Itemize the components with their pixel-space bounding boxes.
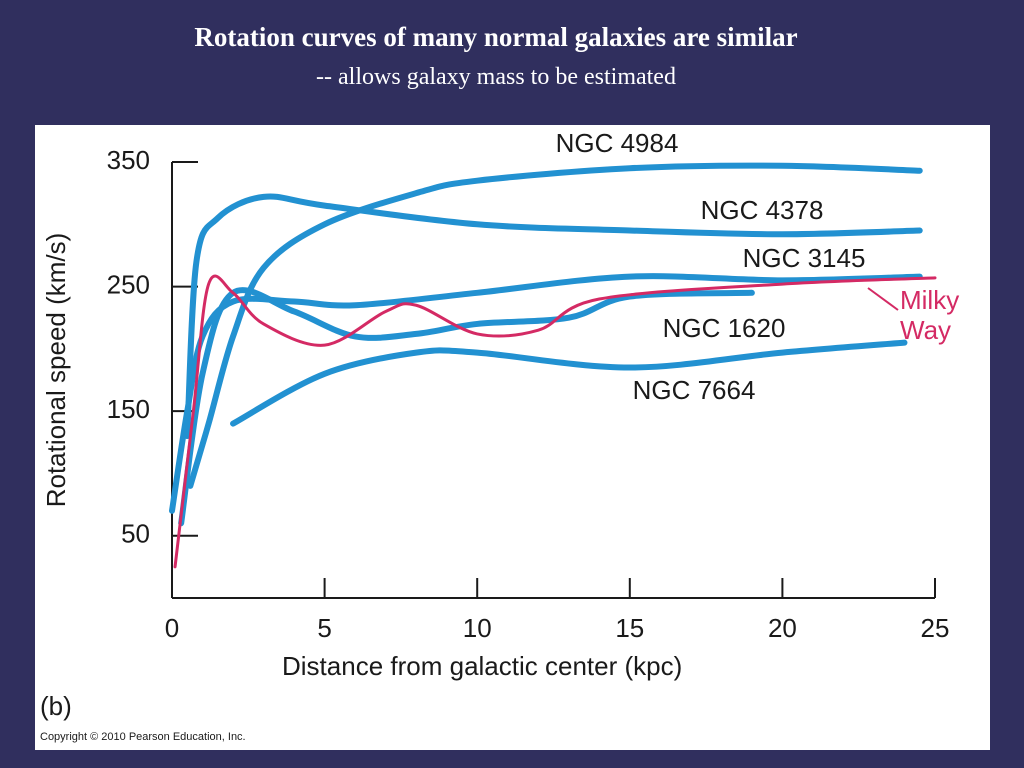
x-axis-title: Distance from galactic center (kpc) [282, 651, 682, 681]
series-label: NGC 4984 [556, 128, 679, 158]
x-tick-label: 20 [768, 613, 797, 643]
rotation-curve [184, 193, 923, 440]
y-tick-label: 50 [121, 519, 150, 549]
rotation-curve [187, 162, 923, 489]
panel-label: (b) [40, 691, 72, 721]
x-tick-label: 5 [317, 613, 331, 643]
series-label: NGC 4378 [701, 195, 824, 225]
y-tick-label: 350 [107, 145, 150, 175]
x-tick-label: 25 [921, 613, 950, 643]
rotation-curve [173, 274, 937, 569]
x-tick-label: 10 [463, 613, 492, 643]
series-label: Milky Way [900, 285, 960, 345]
milky-way-leader [867, 287, 899, 311]
rotation-curve [169, 273, 923, 514]
copyright: Copyright © 2010 Pearson Education, Inc. [40, 731, 246, 743]
series-label: NGC 7664 [633, 375, 756, 405]
rotation-curve [230, 339, 908, 427]
x-tick-label: 0 [165, 613, 179, 643]
x-tick-label: 15 [615, 613, 644, 643]
y-tick-label: 250 [107, 269, 150, 299]
series-label: NGC 3145 [743, 243, 866, 273]
y-axis-title: Rotational speed (km/s) [41, 233, 71, 508]
slide-title: Rotation curves of many normal galaxies … [194, 22, 797, 52]
series-label-box: Milky Way [900, 285, 960, 345]
slide-subtitle: -- allows galaxy mass to be estimated [316, 64, 676, 90]
series-label: NGC 1620 [663, 313, 786, 343]
y-tick-label: 150 [107, 394, 150, 424]
rotation-curve [178, 287, 755, 527]
